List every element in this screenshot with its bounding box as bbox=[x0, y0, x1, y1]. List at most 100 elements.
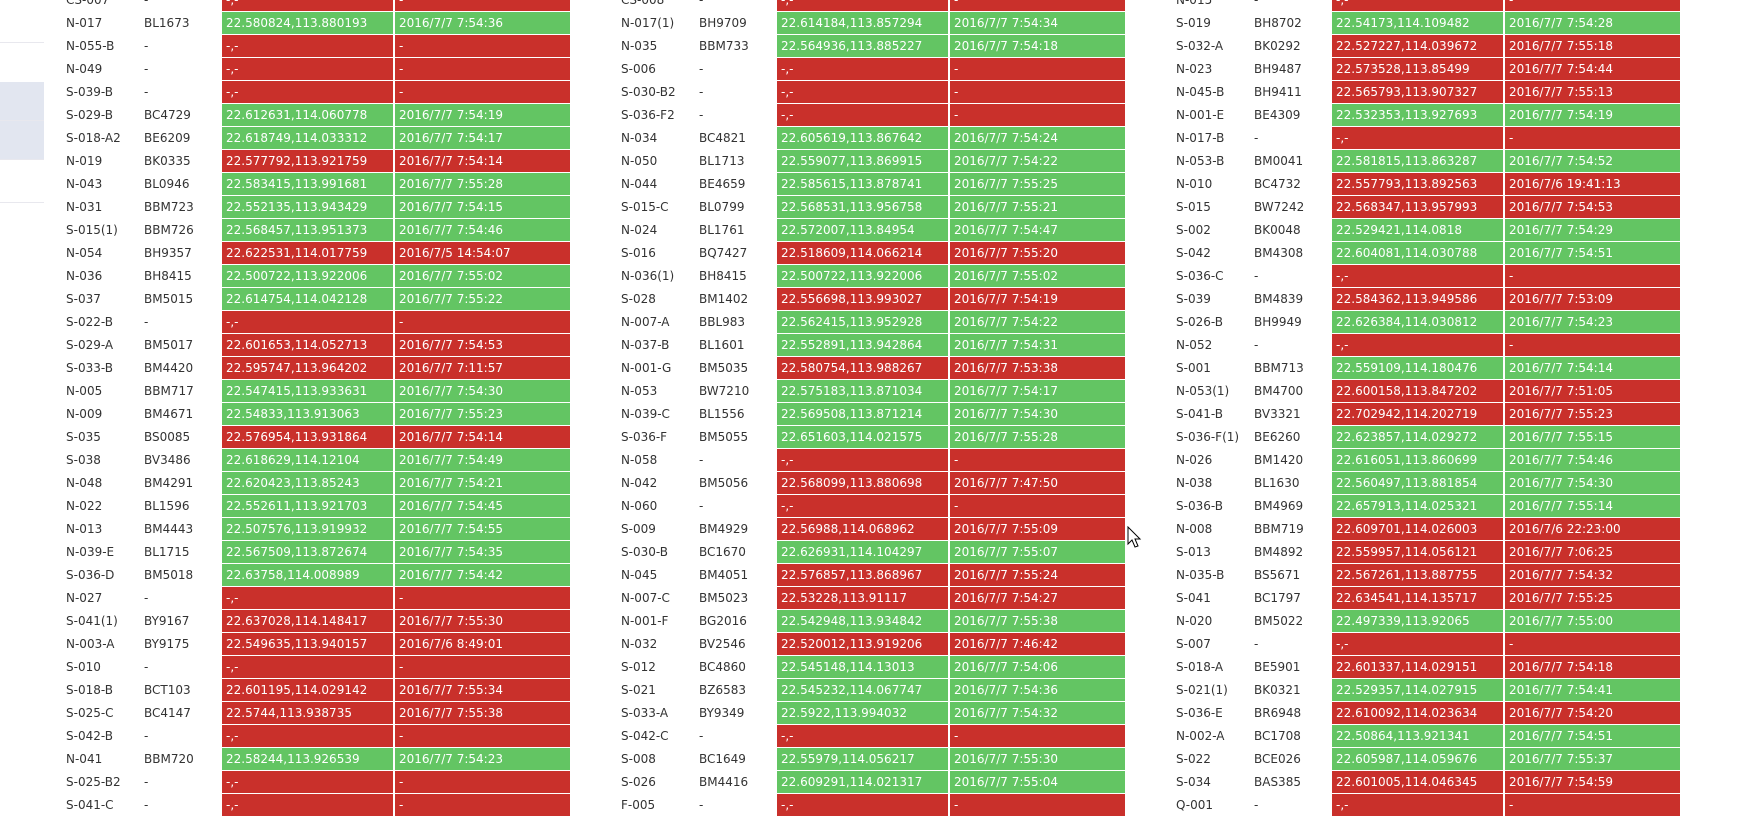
table-row[interactable]: N-001-E BE4309 22.532353,113.927693 2016/7/… bbox=[1170, 104, 1680, 127]
table-row[interactable]: S-038 BV3486 22.618629,114.12104 2016/7/7 7… bbox=[60, 449, 570, 472]
table-row[interactable]: S-008 BC1649 22.55979,114.056217 2016/7/7 7… bbox=[615, 748, 1125, 771]
table-row[interactable]: S-018-A BE5901 22.601337,114.029151 2016/7/… bbox=[1170, 656, 1680, 679]
table-row[interactable]: N-005 BBM717 22.547415,113.933631 2016/7/7 … bbox=[60, 380, 570, 403]
table-row[interactable]: N-038 BL1630 22.560497,113.881854 2016/7/7 … bbox=[1170, 472, 1680, 495]
table-row[interactable]: S-012 BC4860 22.545148,114.13013 2016/7/7 7… bbox=[615, 656, 1125, 679]
table-row[interactable]: N-045-B BH9411 22.565793,113.907327 2016/7/… bbox=[1170, 81, 1680, 104]
table-row[interactable]: S-036-F(1) BE6260 22.623857,114.029272 2016… bbox=[1170, 426, 1680, 449]
table-row[interactable]: S-021 BZ6583 22.545232,114.067747 2016/7/7 … bbox=[615, 679, 1125, 702]
table-row[interactable]: N-053 BW7210 22.575183,113.871034 2016/7/7 … bbox=[615, 380, 1125, 403]
table-row[interactable]: S-018-A2 BE6209 22.618749,114.033312 2016/7… bbox=[60, 127, 570, 150]
table-row[interactable]: S-036-B BM4969 22.657913,114.025321 2016/7/… bbox=[1170, 495, 1680, 518]
table-row[interactable]: S-036-C - -,- - bbox=[1170, 265, 1680, 288]
table-row[interactable]: S-029-B BC4729 22.612631,114.060778 2016/7/… bbox=[60, 104, 570, 127]
table-row[interactable]: S-042-C - -,- - bbox=[615, 725, 1125, 748]
table-row[interactable]: N-039-E BL1715 22.567509,113.872674 2016/7/… bbox=[60, 541, 570, 564]
table-row[interactable]: N-043 BL0946 22.583415,113.991681 2016/7/7 … bbox=[60, 173, 570, 196]
table-row[interactable]: N-001-F BG2016 22.542948,113.934842 2016/7/… bbox=[615, 610, 1125, 633]
table-row[interactable]: S-018-B BCT103 22.601195,114.029142 2016/7/… bbox=[60, 679, 570, 702]
table-row[interactable]: S-007- -,- - bbox=[1170, 633, 1680, 656]
table-row[interactable]: S-041-B BV3321 22.702942,114.202719 2016/7/… bbox=[1170, 403, 1680, 426]
table-row[interactable]: N-003-A BY9175 22.549635,113.940157 2016/7/… bbox=[60, 633, 570, 656]
table-row[interactable]: N-002-A BC1708 22.50864,113.921341 2016/7/7… bbox=[1170, 725, 1680, 748]
table-row[interactable]: S-013 BM4892 22.559957,114.056121 2016/7/7 … bbox=[1170, 541, 1680, 564]
table-row[interactable]: N-036 BH8415 22.500722,113.922006 2016/7/7 … bbox=[60, 265, 570, 288]
table-row[interactable]: N-035-B BS5671 22.567261,113.887755 2016/7/… bbox=[1170, 564, 1680, 587]
sidebar-item[interactable] bbox=[0, 0, 44, 43]
sidebar-item[interactable] bbox=[0, 160, 44, 203]
table-row[interactable]: N-041 BBM720 22.58244,113.926539 2016/7/7 7… bbox=[60, 748, 570, 771]
table-row[interactable]: N-036(1) BH8415 22.500722,113.922006 2016/7… bbox=[615, 265, 1125, 288]
table-row[interactable]: S-028 BM1402 22.556698,113.993027 2016/7/7 … bbox=[615, 288, 1125, 311]
table-row[interactable]: S-026-B BH9949 22.626384,114.030812 2016/7/… bbox=[1170, 311, 1680, 334]
table-row[interactable]: S-006- -,- - bbox=[615, 58, 1125, 81]
table-row[interactable]: S-039-B - -,- - bbox=[60, 81, 570, 104]
table-row[interactable]: S-042 BM4308 22.604081,114.030788 2016/7/7 … bbox=[1170, 242, 1680, 265]
table-row[interactable]: N-017-B - -,- - bbox=[1170, 127, 1680, 150]
sidebar-item-selected[interactable] bbox=[0, 121, 44, 160]
table-row[interactable]: S-035 BS0085 22.576954,113.931864 2016/7/7 … bbox=[60, 426, 570, 449]
table-row[interactable]: N-026 BM1420 22.616051,113.860699 2016/7/7 … bbox=[1170, 449, 1680, 472]
table-row[interactable]: S-042-B - -,- - bbox=[60, 725, 570, 748]
table-row[interactable]: N-037-B BL1601 22.552891,113.942864 2016/7/… bbox=[615, 334, 1125, 357]
table-row[interactable]: F-005- -,- - bbox=[615, 794, 1125, 817]
table-row[interactable]: N-020 BM5022 22.497339,113.92065 2016/7/7 7… bbox=[1170, 610, 1680, 633]
table-row[interactable]: S-001 BBM713 22.559109,114.180476 2016/7/7 … bbox=[1170, 357, 1680, 380]
table-row[interactable]: S-022 BCE026 22.605987,114.059676 2016/7/7 … bbox=[1170, 748, 1680, 771]
table-row[interactable]: S-010- -,- - bbox=[60, 656, 570, 679]
table-row[interactable]: S-030-B BC1670 22.626931,114.104297 2016/7/… bbox=[615, 541, 1125, 564]
table-row[interactable]: N-053(1) BM4700 22.600158,113.847202 2016/7… bbox=[1170, 380, 1680, 403]
table-row[interactable]: S-036-E BR6948 22.610092,114.023634 2016/7/… bbox=[1170, 702, 1680, 725]
table-row[interactable]: S-002 BK0048 22.529421,114.0818 2016/7/7 7:… bbox=[1170, 219, 1680, 242]
table-row[interactable]: N-032 BV2546 22.520012,113.919206 2016/7/7 … bbox=[615, 633, 1125, 656]
table-row[interactable]: N-049- -,- - bbox=[60, 58, 570, 81]
table-row[interactable]: S-041-C - -,- - bbox=[60, 794, 570, 817]
table-row[interactable]: N-050 BL1713 22.559077,113.869915 2016/7/7 … bbox=[615, 150, 1125, 173]
table-row[interactable]: N-007-C BM5023 22.53228,113.91117 2016/7/7 … bbox=[615, 587, 1125, 610]
table-row[interactable]: S-037 BM5015 22.614754,114.042128 2016/7/7 … bbox=[60, 288, 570, 311]
table-row[interactable]: S-015(1) BBM726 22.568457,113.951373 2016/7… bbox=[60, 219, 570, 242]
table-row[interactable]: N-015- -,- - bbox=[1170, 0, 1680, 12]
table-row[interactable]: S-030-B2- -,- - bbox=[615, 81, 1125, 104]
table-row[interactable]: N-042 BM5056 22.568099,113.880698 2016/7/7 … bbox=[615, 472, 1125, 495]
table-row[interactable]: N-055-B - -,- - bbox=[60, 35, 570, 58]
sidebar-item-selected[interactable] bbox=[0, 82, 44, 121]
table-row[interactable]: S-016 BQ7427 22.518609,114.066214 2016/7/7 … bbox=[615, 242, 1125, 265]
table-row[interactable]: N-053-B BM0041 22.581815,113.863287 2016/7/… bbox=[1170, 150, 1680, 173]
table-row[interactable]: S-034 BAS385 22.601005,114.046345 2016/7/7 … bbox=[1170, 771, 1680, 794]
table-row[interactable]: N-024 BL1761 22.572007,113.84954 2016/7/7 7… bbox=[615, 219, 1125, 242]
table-row[interactable]: N-044 BE4659 22.585615,113.878741 2016/7/7 … bbox=[615, 173, 1125, 196]
table-row[interactable]: N-054 BH9357 22.622531,114.017759 2016/7/5 … bbox=[60, 242, 570, 265]
table-row[interactable]: S-036-F2- -,- - bbox=[615, 104, 1125, 127]
table-row[interactable]: N-052- -,- - bbox=[1170, 334, 1680, 357]
table-row[interactable]: N-048 BM4291 22.620423,113.85243 2016/7/7 7… bbox=[60, 472, 570, 495]
table-row[interactable]: S-022-B - -,- - bbox=[60, 311, 570, 334]
table-row[interactable]: N-034 BC4821 22.605619,113.867642 2016/7/7 … bbox=[615, 127, 1125, 150]
table-row[interactable]: S-041 BC1797 22.634541,114.135717 2016/7/7 … bbox=[1170, 587, 1680, 610]
table-row[interactable]: N-045 BM4051 22.576857,113.868967 2016/7/7 … bbox=[615, 564, 1125, 587]
table-row[interactable]: N-022 BL1596 22.552611,113.921703 2016/7/7 … bbox=[60, 495, 570, 518]
table-row[interactable]: S-033-A BY9349 22.5922,113.994032 2016/7/7 … bbox=[615, 702, 1125, 725]
table-row[interactable]: S-039 BM4839 22.584362,113.949586 2016/7/7 … bbox=[1170, 288, 1680, 311]
table-row[interactable]: N-039-C BL1556 22.569508,113.871214 2016/7/… bbox=[615, 403, 1125, 426]
table-row[interactable]: S-036-D BM5018 22.63758,114.008989 2016/7/7… bbox=[60, 564, 570, 587]
table-row[interactable]: N-010 BC4732 22.557793,113.892563 2016/7/6 … bbox=[1170, 173, 1680, 196]
table-row[interactable]: N-019 BK0335 22.577792,113.921759 2016/7/7 … bbox=[60, 150, 570, 173]
table-row[interactable]: S-041(1) BY9167 22.637028,114.148417 2016/7… bbox=[60, 610, 570, 633]
table-row[interactable]: N-009 BM4671 22.54833,113.913063 2016/7/7 7… bbox=[60, 403, 570, 426]
table-row[interactable]: S-036-F BM5055 22.651603,114.021575 2016/7/… bbox=[615, 426, 1125, 449]
table-row[interactable]: Q-001- -,- - bbox=[1170, 794, 1680, 817]
table-row[interactable]: N-017 BL1673 22.580824,113.880193 2016/7/7 … bbox=[60, 12, 570, 35]
table-row[interactable]: S-025-C BC4147 22.5744,113.938735 2016/7/7 … bbox=[60, 702, 570, 725]
table-row[interactable]: N-017(1) BH9709 22.614184,113.857294 2016/7… bbox=[615, 12, 1125, 35]
table-row[interactable]: S-021(1) BK0321 22.529357,114.027915 2016/7… bbox=[1170, 679, 1680, 702]
table-row[interactable]: S-009 BM4929 22.56988,114.068962 2016/7/7 7… bbox=[615, 518, 1125, 541]
table-row[interactable]: S-015-C BL0799 22.568531,113.956758 2016/7/… bbox=[615, 196, 1125, 219]
table-row[interactable]: N-035 BBM733 22.564936,113.885227 2016/7/7 … bbox=[615, 35, 1125, 58]
table-row[interactable]: CS-007- -,- - bbox=[60, 0, 570, 12]
table-row[interactable]: CS-008- -,- - bbox=[615, 0, 1125, 12]
table-row[interactable]: S-032-A BK0292 22.527227,114.039672 2016/7/… bbox=[1170, 35, 1680, 58]
table-row[interactable]: N-031 BBM723 22.552135,113.943429 2016/7/7 … bbox=[60, 196, 570, 219]
table-row[interactable]: N-013 BM4443 22.507576,113.919932 2016/7/7 … bbox=[60, 518, 570, 541]
table-row[interactable]: N-027- -,- - bbox=[60, 587, 570, 610]
